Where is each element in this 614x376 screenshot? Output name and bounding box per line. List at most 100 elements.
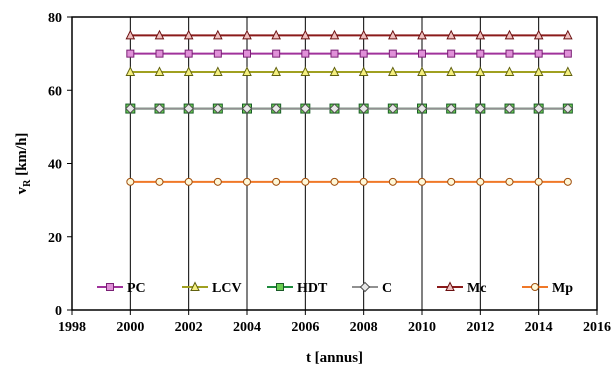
series-lcv-point (154, 66, 165, 76)
y-axis-title-rest: [km/h] (14, 133, 30, 180)
series-mp-point (184, 177, 193, 186)
series-pc-point (243, 49, 251, 58)
series-mp-point (272, 177, 281, 186)
series-c-point (154, 103, 165, 114)
series-mc-point (533, 29, 544, 40)
x-tick-label: 2014 (525, 320, 553, 335)
series-mc-point (417, 29, 427, 40)
y-axis-title-sub: R (22, 179, 33, 187)
series-lcv-point (183, 66, 194, 76)
legend-label: HDT (297, 281, 328, 296)
legend-swatch-marker (190, 281, 200, 291)
series-pc-point (418, 49, 426, 58)
x-axis-ticks: 1998 2000 2002 2004 2006 2008 2010 2012 2014 2016 (58, 310, 611, 335)
y-tick-label: 0 (55, 304, 62, 319)
series-lcv-point (446, 66, 456, 76)
series-mc-point (154, 29, 165, 40)
series-mc-point (504, 29, 515, 40)
series-pc-point (447, 49, 456, 58)
y-axis-title: vR [km/h] (14, 133, 33, 195)
series-pc-point (213, 49, 222, 58)
x-tick-label: 2000 (116, 320, 144, 335)
series-mp-point (388, 177, 397, 186)
series-mp-point (126, 177, 135, 186)
series-mc-point (388, 29, 398, 40)
plot-area-frame (71, 16, 598, 311)
series-pc-point (301, 49, 310, 58)
series-c-point (300, 103, 311, 114)
series-mp-point (505, 177, 514, 186)
series-mc-point (358, 29, 369, 40)
legend-item-mp: Mp (522, 281, 573, 296)
series-mp-point (447, 177, 456, 186)
x-tick-label: 2006 (291, 320, 319, 335)
x-tick-label: 2010 (408, 320, 436, 335)
series-mp-point (534, 177, 543, 186)
legend-label: Mp (552, 281, 573, 296)
legend-item-pc: PC (97, 281, 146, 296)
series-mc-point (242, 29, 252, 40)
series-c-point (562, 103, 574, 114)
series-c-point (475, 103, 486, 114)
series-pc-point (505, 49, 514, 58)
series-lcv-point (533, 66, 544, 76)
series-lcv-point (125, 66, 136, 76)
legend: PC LCV HDT C Mc Mp (97, 281, 573, 296)
x-tick-label: 2012 (466, 320, 494, 335)
series-lcv-point (475, 66, 486, 76)
series-c (125, 103, 574, 114)
series-mc-point (183, 29, 194, 40)
series-lcv-point (242, 66, 252, 76)
series-pc-point (534, 49, 543, 58)
series-lcv-point (388, 66, 398, 76)
x-tick-label: 1998 (58, 320, 86, 335)
series-mp-point (301, 177, 310, 186)
series-mp-point (563, 177, 572, 186)
legend-swatch-marker (445, 281, 455, 291)
y-tick-label: 80 (48, 11, 62, 26)
series-lcv-point (563, 66, 573, 76)
series-c-point (416, 103, 428, 114)
series-lcv-point (417, 66, 427, 76)
series-pc-point (184, 49, 193, 58)
legend-swatch-marker (359, 281, 371, 293)
x-tick-label: 2004 (233, 320, 261, 335)
series-mc-point (213, 29, 223, 40)
series-mp-point (359, 177, 368, 186)
series-pc-point (476, 49, 485, 58)
legend-label: LCV (212, 281, 242, 296)
series-mc-point (271, 29, 281, 40)
y-tick-label: 40 (48, 158, 62, 173)
legend-swatch-marker (276, 283, 284, 291)
series-lcv-point (504, 66, 515, 76)
series-mp-point (476, 177, 485, 186)
series-c-point (270, 103, 282, 114)
legend-swatch-marker (106, 283, 114, 291)
series-lcv-point (213, 66, 223, 76)
series-pc-point (359, 49, 368, 58)
series-c-point (358, 103, 369, 114)
series-lcv-point (300, 66, 311, 76)
series-mc-point (300, 29, 311, 40)
series-mc-point (125, 29, 136, 40)
series-group (125, 29, 574, 186)
series-c-point (329, 103, 340, 114)
x-tick-label: 2016 (583, 320, 611, 335)
series-mp-point (243, 177, 251, 186)
legend-item-c: C (352, 281, 392, 296)
series-pc-point (563, 49, 572, 58)
legend-label: PC (127, 281, 146, 296)
series-lcv-point (358, 66, 369, 76)
series-c-point (125, 103, 136, 114)
legend-swatch-marker (531, 283, 539, 291)
series-lcv-point (271, 66, 281, 76)
series-pc-point (388, 49, 397, 58)
grid-lines (129, 17, 540, 310)
y-axis-title-main: v (14, 186, 30, 194)
series-lcv (125, 66, 573, 76)
series-mp-point (213, 177, 222, 186)
series-mp-point (418, 177, 426, 186)
y-axis-ticks: 0 20 40 60 80 (48, 11, 72, 319)
series-c-point (533, 103, 544, 114)
